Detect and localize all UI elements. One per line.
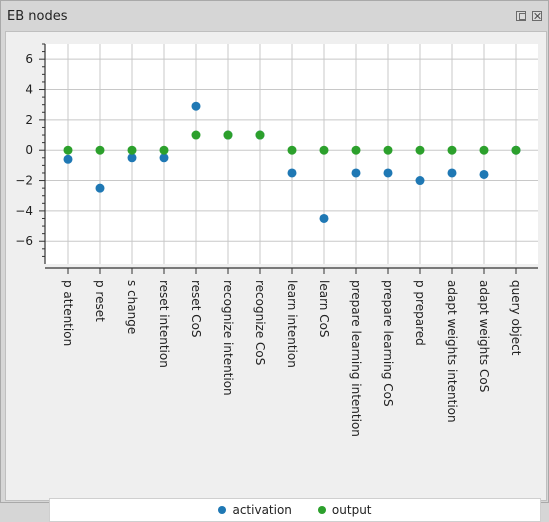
legend-label-output: output — [331, 503, 372, 517]
x-tick-label: prepare learning CoS — [381, 280, 395, 407]
scatter-plot: −6 −4 −2 0 2 4 6 p attention p reset s change rese… — [15, 43, 538, 437]
legend-label-activation: activation — [232, 503, 292, 517]
data-point-activation — [95, 183, 105, 193]
data-point-output — [63, 145, 73, 155]
legend: activation output — [49, 498, 541, 522]
float-window-icon[interactable] — [516, 11, 526, 21]
x-tick-label: p prepared — [413, 280, 427, 346]
data-point-output — [383, 145, 393, 155]
y-tick-label: −2 — [15, 174, 33, 188]
legend-item-output: output — [317, 503, 372, 517]
data-point-activation — [63, 154, 73, 164]
data-point-output — [255, 130, 265, 140]
data-point-activation — [479, 169, 489, 179]
legend-marker-activation — [218, 506, 227, 514]
data-point-activation — [159, 153, 169, 163]
window-title: EB nodes — [7, 9, 68, 24]
y-tick-label: 6 — [25, 52, 33, 66]
x-tick-label: recognize CoS — [253, 280, 267, 365]
data-point-activation — [319, 213, 329, 223]
data-point-activation — [447, 168, 457, 178]
data-point-activation — [351, 168, 361, 178]
x-tick-label: s change — [125, 280, 139, 334]
x-tick-label: reset intention — [157, 280, 171, 368]
data-point-output — [287, 145, 297, 155]
data-point-activation — [383, 168, 393, 178]
x-tick-label: reset CoS — [189, 280, 203, 338]
x-tick-label: adapt weights CoS — [477, 280, 491, 392]
data-point-output — [191, 130, 201, 140]
data-point-output — [223, 130, 233, 140]
data-point-activation — [127, 153, 137, 163]
y-tick-label: 0 — [25, 143, 33, 157]
data-point-output — [319, 145, 329, 155]
eb-nodes-window: EB nodes −6 −4 −2 0 2 4 6 p attention p reset s c… — [0, 0, 549, 503]
chart-panel: −6 −4 −2 0 2 4 6 p attention p reset s change rese… — [5, 31, 547, 522]
data-point-output — [415, 145, 425, 155]
x-tick-label: learn intention — [285, 280, 299, 368]
legend-item-activation: activation — [218, 503, 292, 517]
x-tick-label: recognize intention — [221, 280, 235, 396]
x-tick-label: query object — [509, 280, 523, 356]
data-point-activation — [415, 176, 425, 186]
legend-marker-output — [317, 506, 326, 514]
x-tick-label: adapt weights intention — [445, 280, 459, 423]
y-tick-label: −6 — [15, 234, 33, 248]
close-icon[interactable] — [532, 11, 542, 21]
data-point-activation — [191, 101, 201, 111]
data-point-output — [447, 145, 457, 155]
data-point-output — [159, 145, 169, 155]
data-point-output — [479, 145, 489, 155]
y-tick-label: 2 — [25, 113, 33, 127]
x-tick-label: p attention — [61, 280, 75, 346]
data-point-activation — [287, 168, 297, 178]
title-bar: EB nodes — [1, 1, 548, 31]
x-tick-label: p reset — [93, 280, 107, 322]
x-tick-label: prepare learning intention — [349, 280, 363, 437]
data-point-output — [127, 145, 137, 155]
data-point-output — [511, 145, 521, 155]
y-tick-label: −4 — [15, 204, 33, 218]
data-point-output — [351, 145, 361, 155]
data-point-output — [95, 145, 105, 155]
y-tick-label: 4 — [25, 83, 33, 97]
x-tick-label: learn CoS — [317, 280, 331, 338]
